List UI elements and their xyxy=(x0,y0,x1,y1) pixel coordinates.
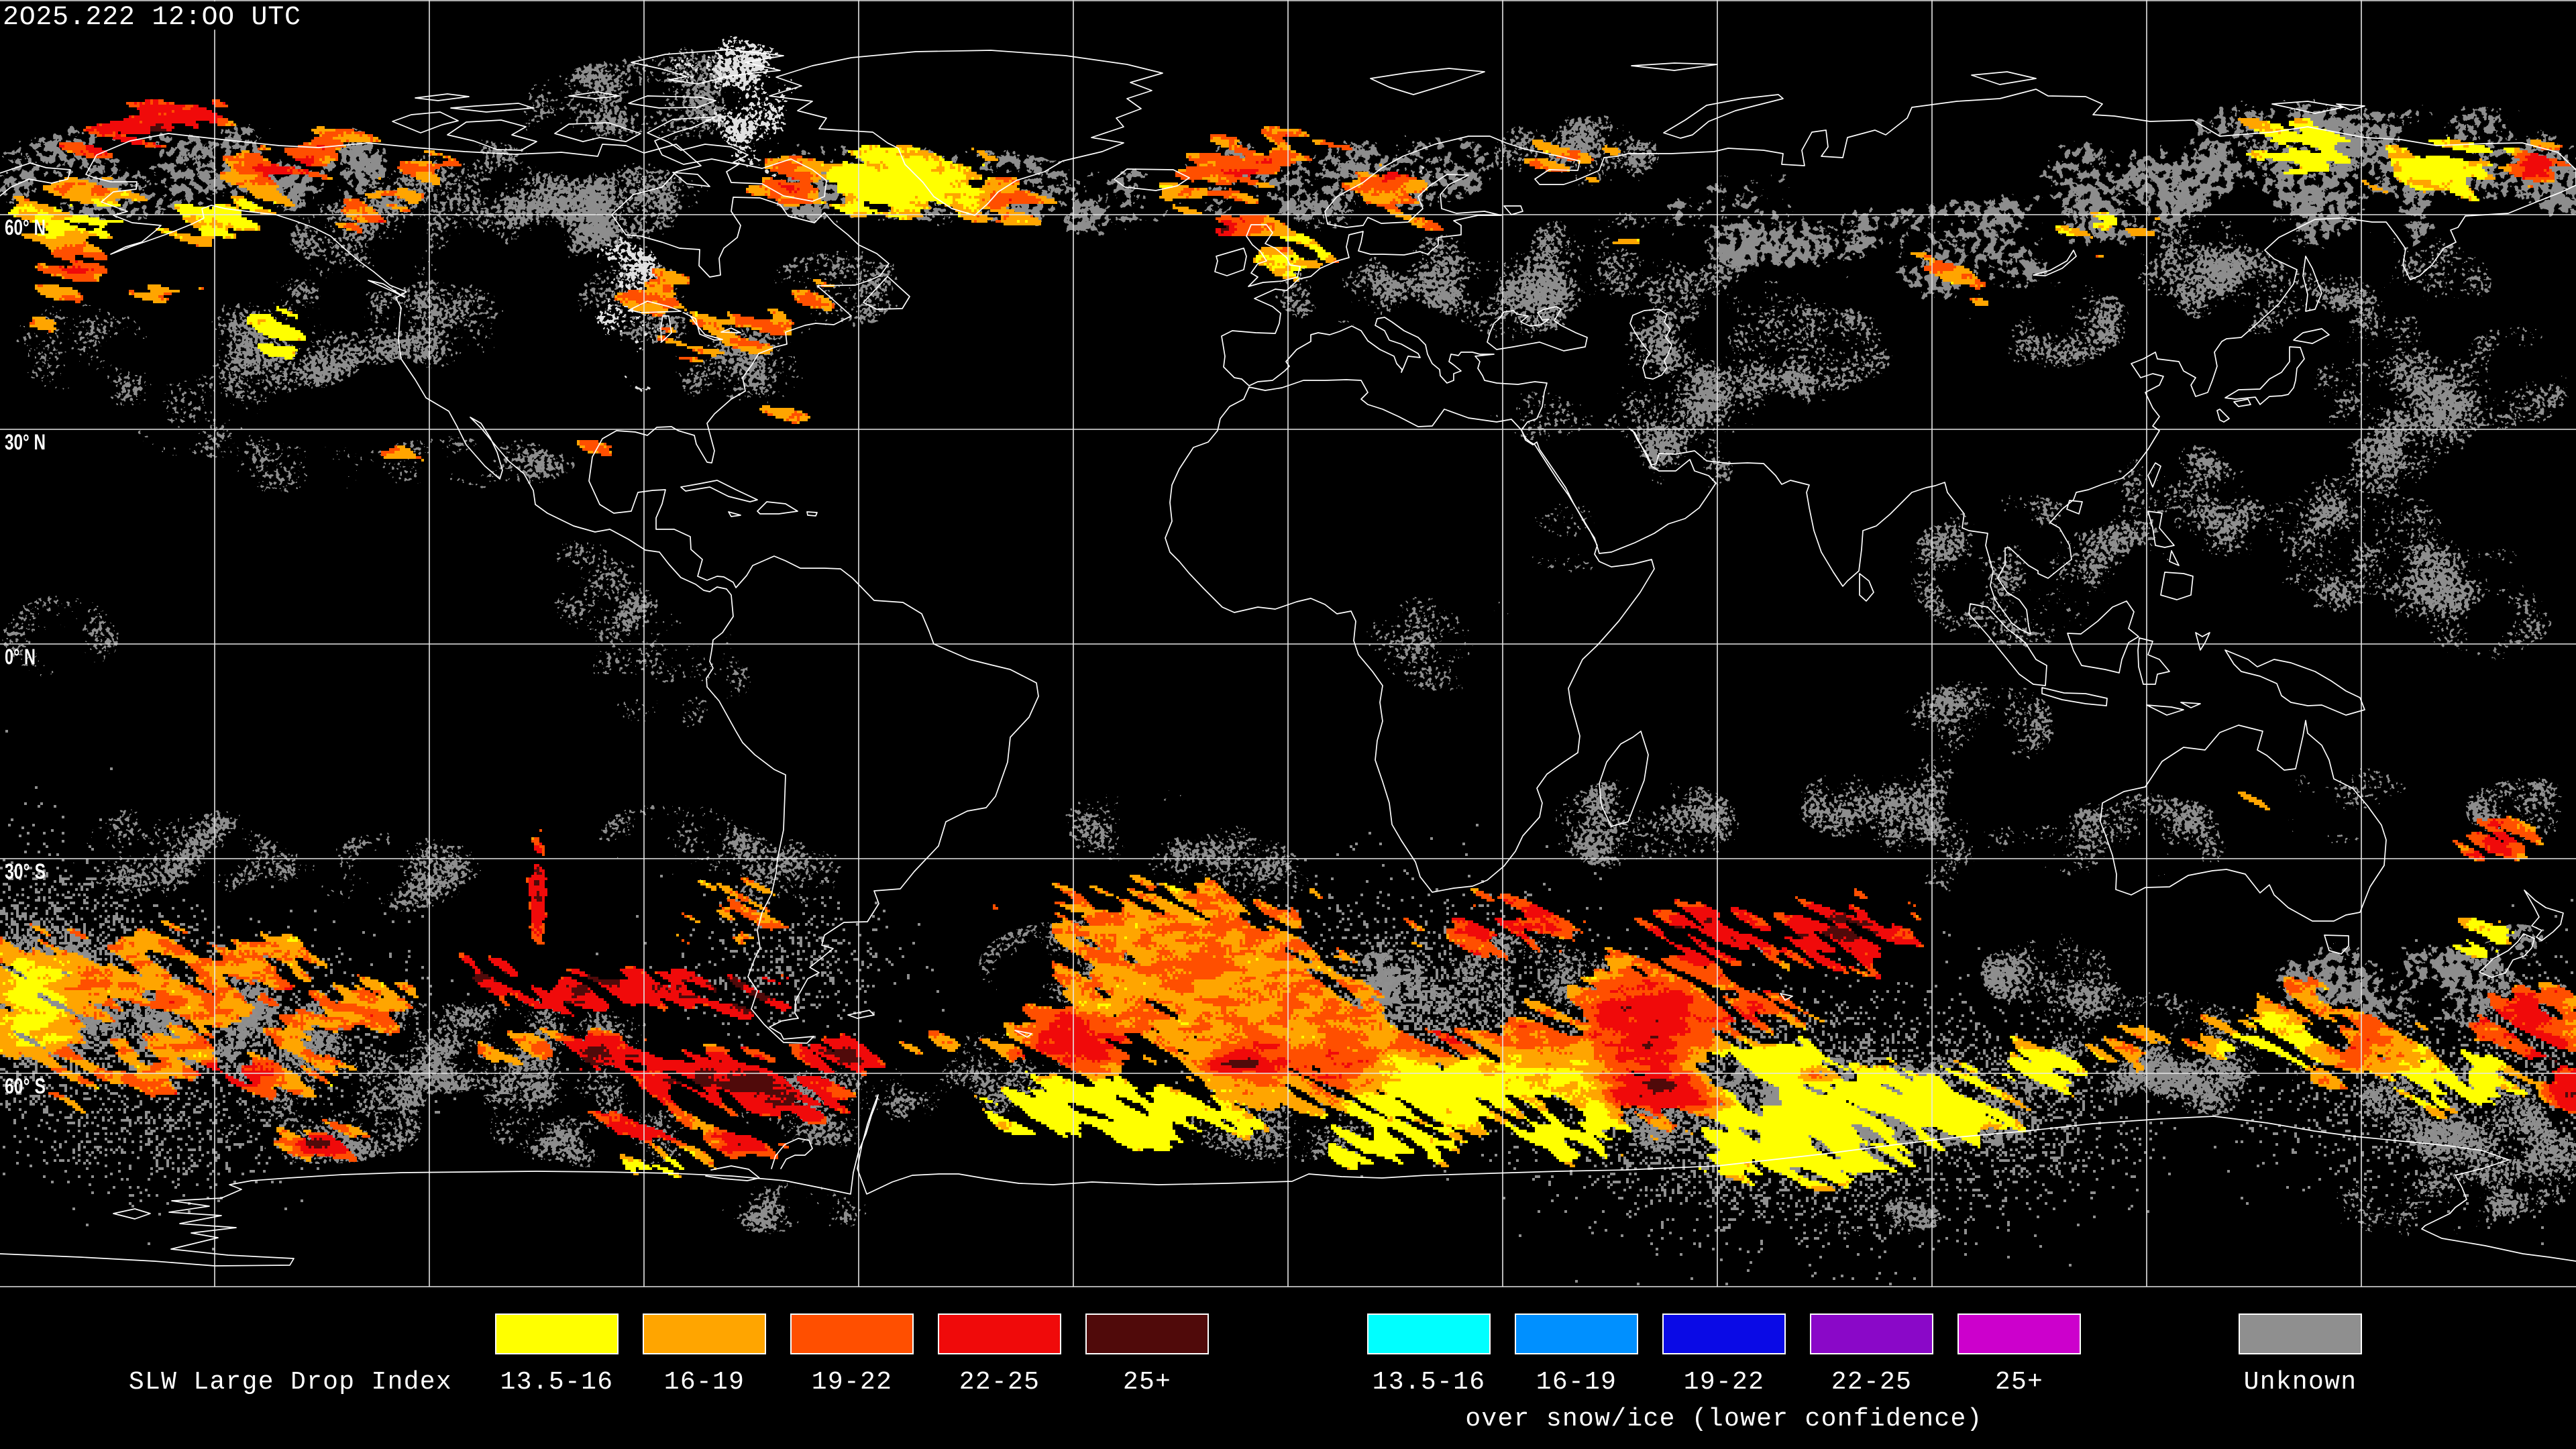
svg-text:30° S: 30° S xyxy=(5,859,46,883)
svg-text:16-19: 16-19 xyxy=(664,1368,745,1397)
svg-text:60° N: 60° N xyxy=(5,215,46,239)
svg-text:30° N: 30° N xyxy=(5,430,46,454)
svg-text:SLW Large Drop Index: SLW Large Drop Index xyxy=(129,1368,452,1397)
svg-text:25+: 25+ xyxy=(1995,1368,2043,1397)
svg-text:13.5-16: 13.5-16 xyxy=(500,1368,614,1397)
svg-text:16-19: 16-19 xyxy=(1536,1368,1617,1397)
svg-text:19-22: 19-22 xyxy=(1684,1368,1765,1397)
svg-text:19-22: 19-22 xyxy=(812,1368,893,1397)
svg-text:60° S: 60° S xyxy=(5,1074,46,1098)
svg-text:22-25: 22-25 xyxy=(959,1368,1040,1397)
svg-text:22-25: 22-25 xyxy=(1831,1368,1913,1397)
svg-text:0° N: 0° N xyxy=(5,645,36,669)
svg-text:over snow/ice (lower confidenc: over snow/ice (lower confidence) xyxy=(1465,1405,1982,1434)
svg-text:Unknown: Unknown xyxy=(2244,1368,2357,1397)
svg-text:13.5-16: 13.5-16 xyxy=(1373,1368,1486,1397)
svg-text:2O25.222 12:OO UTC: 2O25.222 12:OO UTC xyxy=(3,3,301,33)
svg-text:25+: 25+ xyxy=(1123,1368,1171,1397)
